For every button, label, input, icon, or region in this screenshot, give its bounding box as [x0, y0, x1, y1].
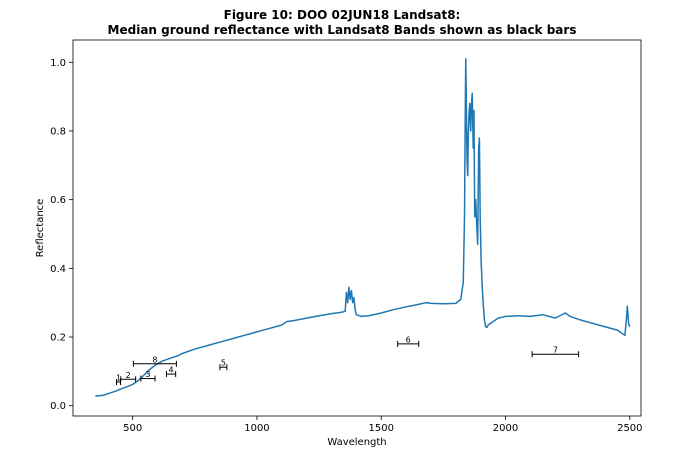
- y-tick-label: 0.0: [50, 401, 66, 412]
- bands-layer: 1 2 3 4 5 6 7 8: [116, 335, 580, 386]
- band-label: 7: [553, 346, 558, 355]
- x-tick-label: 2500: [617, 423, 642, 434]
- band-bar-8: 8: [132, 355, 177, 367]
- y-tick-label: 1.0: [50, 58, 66, 69]
- chart-title: Figure 10: DOO 02JUN18 Landsat8:: [224, 8, 461, 22]
- band-bar-7: 7: [531, 346, 580, 358]
- band-bar-4: 4: [165, 366, 177, 378]
- band-bar-5: 5: [219, 359, 228, 371]
- y-tick-label: 0.8: [50, 126, 66, 137]
- x-tick-label: 500: [123, 423, 142, 434]
- reflectance-line: [95, 58, 631, 397]
- band-label: 5: [221, 359, 226, 368]
- x-tick-label: 1000: [244, 423, 269, 434]
- plot-frame: [72, 39, 642, 417]
- band-label: 6: [406, 335, 411, 344]
- x-axis-label: Wavelength: [327, 437, 386, 448]
- band-label: 4: [169, 366, 174, 375]
- y-tick-label: 0.2: [50, 333, 66, 344]
- x-tick-label: 2000: [493, 423, 518, 434]
- band-label: 3: [145, 370, 150, 379]
- band-bar-6: 6: [397, 335, 420, 347]
- y-tick-label: 0.6: [50, 195, 66, 206]
- band-label: 8: [152, 355, 157, 364]
- band-label: 1: [116, 374, 121, 383]
- band-label: 2: [126, 371, 131, 380]
- y-axis-label: Reflectance: [35, 199, 46, 258]
- chart-subtitle: Median ground reflectance with Landsat8 …: [108, 23, 577, 37]
- series-layer: [95, 58, 631, 397]
- x-tick-label: 1500: [369, 423, 394, 434]
- x-axis: 500 1000 1500 2000 2500: [123, 416, 643, 434]
- band-bar-3: 3: [140, 370, 156, 382]
- y-axis: 0.0 0.2 0.4 0.6 0.8 1.0: [50, 58, 73, 412]
- y-tick-label: 0.4: [50, 264, 66, 275]
- band-bar-2: 2: [120, 371, 137, 383]
